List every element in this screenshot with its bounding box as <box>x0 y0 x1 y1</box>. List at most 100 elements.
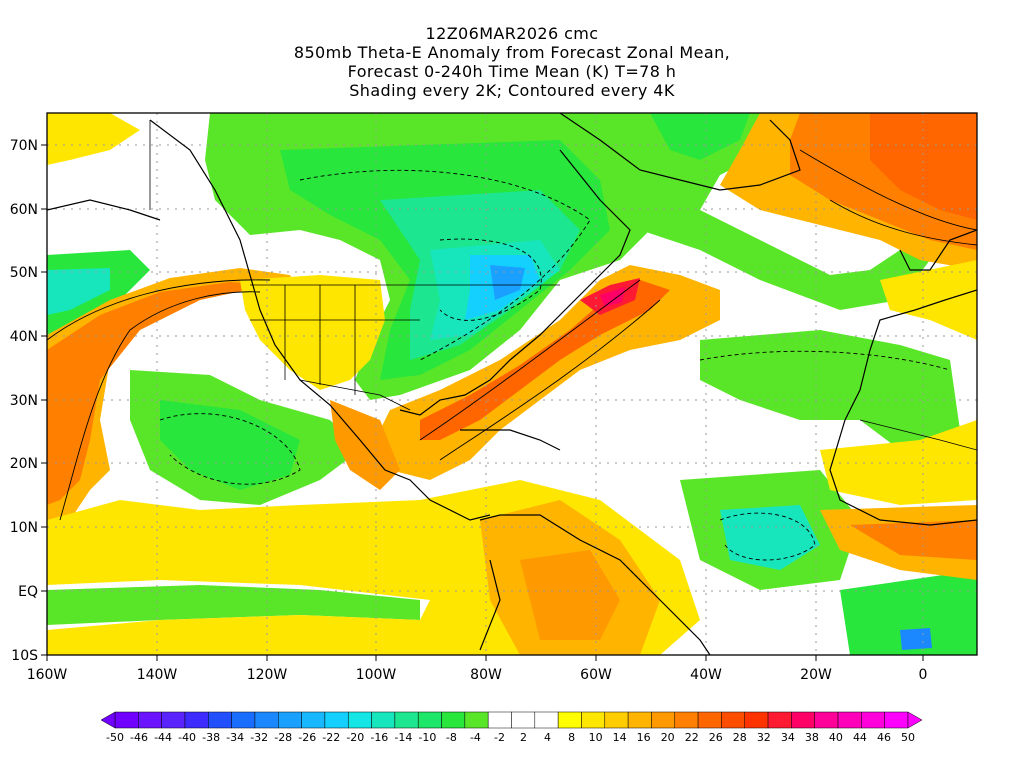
colorbar-label: -8 <box>446 731 457 744</box>
title-line-2: 850mb Theta-E Anomaly from Forecast Zona… <box>293 43 731 62</box>
cold-anomaly-north-atlantic <box>600 113 930 310</box>
warm-anomaly-gulf-atlantic-core <box>420 280 670 440</box>
colorbar-swatch <box>161 711 186 729</box>
colorbar-swatch <box>231 711 256 729</box>
lon-label-100w: 100W <box>356 667 397 683</box>
warm-anomaly-atlantic-peak <box>600 287 625 307</box>
cold-anomaly-great-lakes-max <box>490 265 525 300</box>
colorbar-label: -26 <box>298 731 316 744</box>
colorbar-swatch <box>791 711 815 729</box>
title-line-1: 12Z06MAR2026 cmc <box>425 24 599 43</box>
colorbar-swatch <box>651 711 676 729</box>
lon-label-0: 0 <box>919 667 928 683</box>
colorbar-label: -22 <box>322 731 340 744</box>
colorbar-label: -4 <box>470 731 481 744</box>
colorbar-label: 28 <box>733 731 747 744</box>
coastlines <box>47 113 977 655</box>
borders <box>149 120 977 451</box>
colorbar-label: -40 <box>178 731 196 744</box>
colorbar-label: -32 <box>250 731 268 744</box>
cold-anomaly-tropical-atlantic-core <box>720 505 820 570</box>
colorbar-swatch <box>534 711 559 729</box>
colorbar-swatch <box>884 711 909 729</box>
cold-anomaly-subtropical-pacific-core <box>160 400 300 490</box>
colorbar-label: 10 <box>589 731 603 744</box>
plot-title: 12Z06MAR2026 cmc 850mb Theta-E Anomaly f… <box>0 24 1024 100</box>
longitude-labels: 160W 140W 120W 100W 80W 60W 40W 20W 0 <box>27 667 928 683</box>
colorbar-swatch <box>511 711 536 729</box>
warm-anomaly-western-us <box>240 275 385 390</box>
anomaly-contours <box>47 149 977 521</box>
map-plot <box>47 113 977 655</box>
colorbar-swatch <box>721 711 745 729</box>
colorbar-swatch <box>861 711 885 729</box>
latitude-labels: 70N 60N 50N 40N 30N 20N 10N EQ 10S <box>10 138 38 664</box>
colorbar-label: 8 <box>568 731 575 744</box>
colorbar-label: 46 <box>877 731 891 744</box>
lat-label-30n: 30N <box>10 393 38 409</box>
colorbar-label: 20 <box>661 731 675 744</box>
colorbar: -50 -46 -44 -40 -38 -34 -32 -28 -26 -22 -20 -16 -14-… <box>100 711 923 744</box>
colorbar-label: 34 <box>781 731 795 744</box>
colorbar-label: -14 <box>394 731 412 744</box>
colorbar-swatch <box>557 711 582 729</box>
lat-label-70n: 70N <box>10 138 38 154</box>
colorbar-label: 16 <box>637 731 651 744</box>
colorbar-swatch <box>301 711 326 729</box>
colorbar-swatch <box>417 711 442 729</box>
lon-label-20w: 20W <box>800 667 832 683</box>
colorbar-label: 4 <box>544 731 551 744</box>
colorbar-label: 2 <box>520 731 527 744</box>
cold-anomaly-southeast-atlantic <box>840 570 977 655</box>
colorbar-swatch <box>441 711 466 729</box>
colorbar-label: -10 <box>418 731 436 744</box>
colorbar-swatch <box>627 711 652 729</box>
colorbar-swatch <box>697 711 722 729</box>
colorbar-swatch <box>674 711 699 729</box>
cold-anomaly-greenland <box>650 113 750 160</box>
title-line-4: Shading every 2K; Contoured every 4K <box>349 81 675 100</box>
colorbar-swatch <box>324 711 349 729</box>
warm-anomaly-south-america-core <box>520 550 620 640</box>
colorbar-swatch <box>767 711 792 729</box>
lon-label-120w: 120W <box>247 667 288 683</box>
warm-anomaly-west-africa-core <box>850 520 977 560</box>
colorbar-label: -38 <box>202 731 220 744</box>
colorbar-swatch <box>604 711 629 729</box>
lat-label-40n: 40N <box>10 329 38 345</box>
warm-anomaly-northeast-atlantic-max <box>870 113 977 220</box>
colorbar-max-arrow <box>907 711 923 729</box>
cold-anomaly-southeast-atlantic-core <box>900 628 932 650</box>
colorbar-label: 44 <box>853 731 867 744</box>
colorbar-label: -44 <box>154 731 172 744</box>
lon-label-40w: 40W <box>690 667 722 683</box>
colorbar-label: 22 <box>685 731 699 744</box>
colorbar-label: 38 <box>805 731 819 744</box>
cold-anomaly-equatorial-pacific <box>47 585 420 625</box>
colorbar-label: 32 <box>757 731 771 744</box>
colorbar-swatch <box>138 711 162 729</box>
colorbar-swatch <box>744 711 769 729</box>
colorbar-label: -2 <box>494 731 505 744</box>
colorbar-min-arrow <box>100 711 116 729</box>
colorbar-label: 26 <box>709 731 723 744</box>
colorbar-swatch <box>184 711 209 729</box>
lat-label-10s: 10S <box>11 648 38 664</box>
colorbar-swatch <box>581 711 606 729</box>
colorbar-swatch <box>208 711 232 729</box>
lat-label-50n: 50N <box>10 265 38 281</box>
colorbar-swatch <box>464 711 489 729</box>
colorbar-label: -34 <box>226 731 244 744</box>
colorbar-label: 40 <box>829 731 843 744</box>
cold-anomaly-subtropical-atlantic <box>700 330 960 450</box>
lat-label-eq: EQ <box>18 584 38 600</box>
colorbar-swatch <box>254 711 279 729</box>
title-line-3: Forecast 0-240h Time Mean (K) T=78 h <box>347 62 677 81</box>
lon-label-60w: 60W <box>580 667 612 683</box>
lat-label-60n: 60N <box>10 202 38 218</box>
lon-label-160w: 160W <box>27 667 68 683</box>
lat-label-10n: 10N <box>10 520 38 536</box>
colorbar-swatch <box>487 711 512 729</box>
colorbar-label: -16 <box>370 731 388 744</box>
